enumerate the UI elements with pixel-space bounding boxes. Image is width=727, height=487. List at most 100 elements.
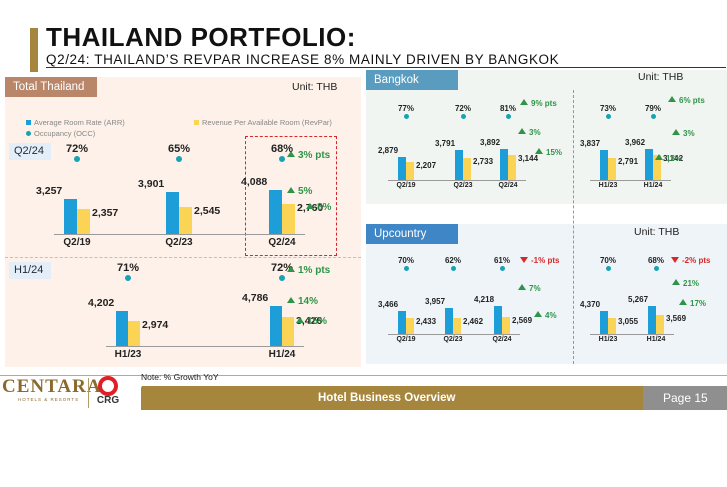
title-underline bbox=[46, 67, 726, 68]
arr-bar bbox=[600, 310, 608, 334]
revpar-swatch bbox=[194, 120, 199, 125]
x-axis-label: H1/24 bbox=[268, 349, 296, 360]
x-axis-label: H1/23 bbox=[114, 349, 142, 360]
occupancy-value: 65% bbox=[161, 143, 197, 162]
down-arrow-icon bbox=[671, 257, 679, 263]
x-axis-line bbox=[590, 334, 674, 335]
bangkok-upcountry-vertical-separator bbox=[573, 90, 574, 364]
up-arrow-icon bbox=[668, 96, 676, 102]
upcountry-panel: Upcountry bbox=[366, 224, 727, 364]
revpar-value-label: 2,433 bbox=[416, 316, 437, 326]
revpar-value-label: 2,569 bbox=[512, 315, 533, 325]
total-thailand-unit: Unit: THB bbox=[292, 81, 338, 93]
growth-value: 3% bbox=[529, 128, 541, 137]
occupancy-dot bbox=[279, 156, 285, 162]
page-subtitle: Q2/24: THAILAND’S REVPAR INCREASE 8% MAI… bbox=[46, 52, 560, 67]
arr-bar bbox=[494, 306, 502, 334]
arr-bar bbox=[455, 149, 463, 180]
occupancy-dot bbox=[460, 114, 466, 119]
crg-logo: CRG bbox=[94, 376, 122, 408]
occupancy-dot bbox=[403, 114, 409, 119]
up-arrow-icon bbox=[672, 129, 680, 135]
growth-value: 15% bbox=[546, 148, 563, 157]
arr-value-label: 4,218 bbox=[474, 295, 495, 304]
revpar-value-label: 3,142 bbox=[663, 154, 684, 164]
q2-24-highlight-box bbox=[245, 136, 337, 256]
up-arrow-icon bbox=[287, 266, 295, 272]
occupancy-value: 70% bbox=[392, 256, 420, 271]
revpar-bar bbox=[508, 154, 516, 180]
row-label-h1: H1/24 bbox=[9, 262, 51, 279]
growth-value: 13% bbox=[666, 154, 683, 163]
up-arrow-icon bbox=[518, 128, 526, 134]
x-axis-label: Q2/24 bbox=[268, 237, 296, 248]
revpar-value-label: 2,791 bbox=[618, 157, 639, 167]
arr-value-label: 3,957 bbox=[425, 296, 446, 306]
revpar-bar bbox=[179, 206, 192, 234]
growth-revpar: 15% bbox=[535, 148, 562, 157]
growth-value: 8% bbox=[317, 202, 332, 213]
arr-value-label: 4,370 bbox=[580, 299, 601, 309]
revpar-value-label: 2,207 bbox=[416, 161, 437, 171]
up-arrow-icon bbox=[287, 297, 295, 303]
row-label-q2: Q2/24 bbox=[9, 143, 51, 160]
revpar-value-label: 3,055 bbox=[618, 316, 639, 326]
revpar-bar bbox=[502, 316, 510, 334]
growth-revpar: 4% bbox=[534, 311, 557, 320]
x-axis-label: H1/23 bbox=[598, 336, 618, 343]
occupancy-dot bbox=[279, 275, 285, 281]
growth-occ: -2% pts bbox=[671, 256, 710, 265]
x-axis-label: H1/24 bbox=[643, 182, 663, 189]
revpar-bar bbox=[77, 208, 90, 234]
growth-value: 5% bbox=[298, 186, 313, 197]
growth-occ: 3% pts bbox=[287, 150, 330, 161]
growth-note: Note: % Growth YoY bbox=[141, 372, 219, 382]
growth-value: 3% bbox=[683, 129, 695, 138]
revpar-bar bbox=[406, 162, 414, 180]
total-row-separator bbox=[5, 257, 361, 258]
occupancy-value: 72% bbox=[59, 143, 95, 162]
growth-occ: 9% pts bbox=[520, 99, 557, 108]
growth-arr: 14% bbox=[287, 296, 318, 307]
growth-value: 17% bbox=[690, 299, 707, 308]
growth-occ: -1% pts bbox=[520, 256, 559, 265]
occupancy-value: 61% bbox=[488, 256, 516, 271]
arr-value-label: 3,892 bbox=[480, 138, 501, 147]
logo-divider bbox=[88, 378, 89, 408]
growth-value: 1% pts bbox=[298, 265, 331, 276]
bangkok-unit: Unit: THB bbox=[638, 71, 684, 83]
occupancy-dot bbox=[605, 114, 611, 119]
occupancy-dot bbox=[653, 266, 659, 271]
revpar-value-label: 2,462 bbox=[463, 316, 484, 326]
revpar-bar bbox=[463, 158, 471, 180]
occupancy-value: 73% bbox=[594, 104, 622, 119]
up-arrow-icon bbox=[655, 154, 663, 160]
growth-arr: 3% bbox=[672, 129, 695, 138]
x-axis-label: Q2/24 bbox=[492, 336, 512, 343]
revpar-bar bbox=[406, 317, 414, 334]
revpar-value-label: 3,569 bbox=[666, 314, 687, 324]
revpar-bar bbox=[608, 317, 616, 334]
revpar-bar bbox=[608, 158, 616, 180]
revpar-bar bbox=[656, 315, 664, 334]
growth-value: -1% pts bbox=[531, 256, 560, 265]
x-axis-label: Q2/19 bbox=[63, 237, 91, 248]
centara-logo-text: CENTARA bbox=[2, 376, 102, 397]
footer-bar bbox=[141, 386, 727, 410]
down-arrow-icon bbox=[520, 257, 528, 263]
x-axis-label: H1/24 bbox=[646, 336, 666, 343]
legend-occ-label: Occupancy (OCC) bbox=[34, 129, 96, 138]
occupancy-dot bbox=[403, 266, 409, 271]
growth-occ: 6% pts bbox=[668, 96, 705, 105]
x-axis-line bbox=[590, 180, 671, 181]
x-axis-label: H1/23 bbox=[598, 182, 618, 189]
arr-bar bbox=[648, 306, 656, 334]
occupancy-dot bbox=[505, 114, 511, 119]
page-title: THAILAND PORTFOLIO: bbox=[46, 22, 356, 52]
growth-revpar: 13% bbox=[655, 154, 682, 163]
growth-arr: 7% bbox=[518, 284, 541, 293]
revpar-bar bbox=[282, 204, 295, 234]
occupancy-value: 77% bbox=[392, 104, 420, 119]
growth-revpar: 8% bbox=[306, 202, 331, 213]
x-axis-label: Q2/23 bbox=[165, 237, 193, 248]
